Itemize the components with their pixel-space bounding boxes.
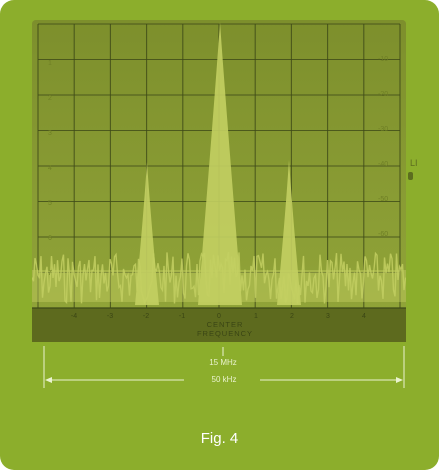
column-label: -1 — [179, 313, 185, 320]
column-label: -4 — [71, 313, 77, 320]
arrow-right-icon — [396, 377, 403, 383]
row-label-left: 1 — [48, 60, 52, 67]
row-label-right: -50 — [378, 196, 388, 203]
row-label-left: 6 — [48, 235, 52, 242]
center-frequency-value: 15 MHz — [209, 358, 237, 367]
row-label-right: -20 — [378, 91, 388, 98]
center-frequency-label: CENTER — [207, 320, 244, 329]
row-label-right: -60 — [378, 231, 388, 238]
column-label: -2 — [143, 313, 149, 320]
sideband-peak-left — [135, 162, 159, 305]
analyzer-screen: 1 2 3 4 5 6 7 -10 -20 -30 -40 -50 -60 -4… — [32, 20, 406, 342]
edge-label: LI — [410, 158, 418, 168]
edge-mark — [408, 172, 413, 180]
row-label-left: 7 — [48, 270, 52, 277]
row-label-left: 2 — [48, 95, 52, 102]
carrier-peak — [198, 22, 242, 305]
column-label: 4 — [362, 313, 366, 320]
column-label: 2 — [290, 313, 294, 320]
row-label-right: -10 — [378, 56, 388, 63]
column-label: 1 — [254, 313, 258, 320]
arrow-left-icon — [45, 377, 52, 383]
span-value: 50 kHz — [211, 375, 237, 384]
column-label: 0 — [217, 313, 221, 320]
center-frequency-label: FREQUENCY — [197, 329, 253, 338]
column-label: 3 — [326, 313, 330, 320]
figure-caption: Fig. 4 — [200, 430, 239, 447]
row-label-left: 3 — [48, 130, 52, 137]
spectrum-display: 1 2 3 4 5 6 7 -10 -20 -30 -40 -50 -60 -4… — [32, 20, 406, 342]
column-label: -3 — [107, 313, 113, 320]
row-label-left: 5 — [48, 200, 52, 207]
row-label-right: -30 — [378, 126, 388, 133]
row-label-right: -40 — [378, 161, 388, 168]
sideband-peak-right — [277, 160, 301, 305]
row-label-left: 4 — [48, 165, 52, 172]
screen-bezel — [32, 308, 406, 342]
